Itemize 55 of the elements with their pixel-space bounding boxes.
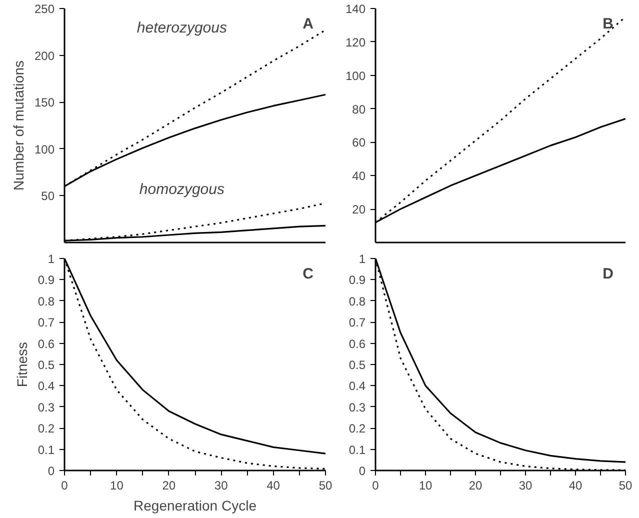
y-tick-label: 0.8 bbox=[348, 294, 366, 308]
y-tick-label: 0.9 bbox=[348, 273, 366, 288]
y-tick-label: 0 bbox=[358, 464, 366, 478]
y-tick-label: 20 bbox=[352, 202, 366, 217]
x-tick-label: 20 bbox=[468, 478, 482, 492]
x-tick-label: 50 bbox=[318, 478, 332, 492]
x-tick-label: 10 bbox=[110, 478, 124, 492]
y-tick-label: 200 bbox=[34, 48, 55, 63]
y-tick-label: 0 bbox=[48, 464, 55, 478]
y-tick-label: 140 bbox=[345, 2, 366, 16]
text: C bbox=[302, 266, 314, 282]
y-tick-label: 0.9 bbox=[38, 273, 55, 288]
y-tick-label: 50 bbox=[41, 189, 55, 204]
y-tick-label: 0.4 bbox=[348, 379, 366, 394]
y-tick-label: 150 bbox=[34, 96, 55, 110]
text: B bbox=[602, 16, 614, 32]
y-tick-label: 0.1 bbox=[38, 442, 55, 457]
y-tick-label: 40 bbox=[352, 169, 366, 184]
y-axis-title: Fitness bbox=[14, 342, 30, 388]
y-tick-label: 0.5 bbox=[348, 358, 366, 372]
y-tick-label: 0.2 bbox=[38, 422, 55, 436]
x-tick-label: 20 bbox=[162, 478, 176, 492]
text: D bbox=[602, 266, 614, 282]
y-tick-label: 0.3 bbox=[38, 400, 55, 414]
x-tick-label: 10 bbox=[418, 478, 432, 492]
y-tick-label: 80 bbox=[352, 102, 366, 116]
x-tick-label: 40 bbox=[568, 478, 582, 492]
y-tick-label: 60 bbox=[352, 136, 366, 150]
x-tick-label: 40 bbox=[266, 478, 280, 492]
y-tick-label: 0.7 bbox=[348, 316, 366, 330]
y-tick-label: 0.7 bbox=[38, 316, 55, 330]
y-axis-title: Number of mutations bbox=[10, 60, 26, 190]
y-tick-label: 0.6 bbox=[348, 336, 366, 351]
x-tick-label: 30 bbox=[214, 478, 228, 492]
x-tick-label: 0 bbox=[61, 478, 68, 492]
annotation: heterozygous bbox=[136, 20, 228, 37]
y-tick-label: 1 bbox=[48, 252, 55, 266]
text: A bbox=[302, 16, 314, 32]
y-tick-label: 0.3 bbox=[348, 400, 366, 414]
x-tick-label: 50 bbox=[618, 478, 632, 492]
y-tick-label: 0.2 bbox=[348, 422, 366, 436]
y-tick-label: 0.6 bbox=[38, 336, 55, 351]
y-tick-label: 1 bbox=[358, 252, 366, 266]
x-axis-title: Regeneration Cycle bbox=[134, 498, 257, 514]
x-tick-label: 0 bbox=[372, 478, 380, 492]
y-tick-label: 100 bbox=[345, 68, 366, 83]
y-tick-label: 120 bbox=[345, 35, 366, 50]
annotation: homozygous bbox=[139, 181, 225, 198]
y-tick-label: 0.8 bbox=[38, 294, 55, 308]
y-tick-label: 0.1 bbox=[348, 442, 366, 457]
x-tick-label: 30 bbox=[518, 478, 532, 492]
y-tick-label: 0.5 bbox=[38, 358, 55, 372]
y-tick-label: 100 bbox=[34, 142, 55, 156]
y-tick-label: 0.4 bbox=[38, 379, 55, 394]
y-tick-label: 250 bbox=[34, 2, 55, 16]
